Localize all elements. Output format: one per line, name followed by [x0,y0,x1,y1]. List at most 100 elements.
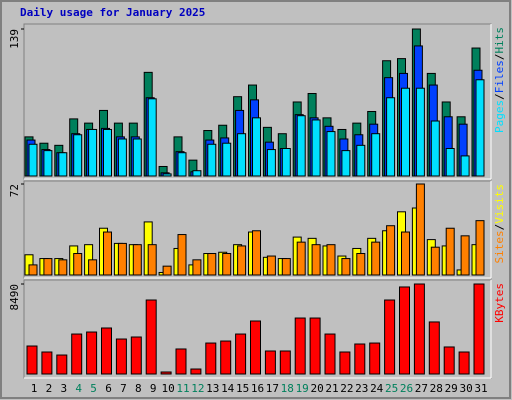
legend-entry: KBytes [493,283,506,323]
bar [281,258,291,276]
y-tick-label: 72 [8,184,21,197]
bar [341,150,351,177]
bar [73,253,83,276]
bar [326,131,336,177]
x-tick-label: 11 [176,382,189,395]
bar [73,134,83,177]
bar [132,138,142,177]
bar [356,253,366,276]
y-tick-label: 139 [8,29,21,49]
x-tick-label: 10 [161,382,174,395]
bar [326,244,336,276]
bar [147,98,157,177]
x-tick-label: 25 [385,382,398,395]
x-tick-label: 26 [400,382,413,395]
bar [460,235,470,276]
bar [445,148,455,177]
bar [235,333,247,375]
x-tick-label: 22 [340,382,353,395]
x-tick-label: 30 [459,382,472,395]
bar [177,234,187,276]
x-tick-label: 9 [150,382,157,395]
bar [222,142,232,177]
x-tick-label: 27 [415,382,428,395]
bar [309,317,321,375]
bar [430,120,440,177]
bar [354,343,366,375]
bar [415,183,425,276]
bar [311,119,321,177]
legend-entry: Files [493,60,506,93]
legend-separator: / [493,224,506,231]
bar [237,133,247,177]
x-tick-label: 2 [46,382,53,395]
legend-separator: / [493,93,506,100]
bar [281,148,291,177]
x-tick-label: 29 [445,382,458,395]
bar [190,368,202,375]
bar [220,340,232,375]
x-tick-label: 16 [251,382,264,395]
bar [132,244,142,276]
bar [311,244,321,276]
bar [430,246,440,276]
bar [296,241,306,276]
bar [252,230,261,276]
bar [266,255,276,276]
bar [341,258,351,276]
legend: Sites/Visits [493,184,506,264]
x-tick-label: 12 [191,382,204,395]
bar [43,258,53,276]
bar [207,253,217,276]
bar [279,350,291,375]
bar [324,333,336,375]
bar [250,320,261,375]
legend-entry: Visits [493,184,506,224]
bar [71,333,83,375]
bar [117,242,127,276]
bar [88,259,98,276]
bar [117,138,127,177]
bar [222,253,232,276]
x-tick-label: 17 [266,382,279,395]
x-tick-label: 5 [90,382,97,395]
bar [428,321,440,375]
x-tick-label: 24 [370,382,384,395]
bar [443,346,455,375]
bar [160,371,172,375]
bar [339,351,351,375]
bar [237,245,247,276]
legend: Pages/Files/Hits [493,27,506,133]
legend: KBytes [493,283,506,323]
x-tick-label: 31 [474,382,487,395]
bar [162,265,172,276]
bar [296,115,306,177]
bar [475,220,485,276]
bar [103,231,112,276]
bar [192,170,202,177]
bar [41,351,53,375]
bar [266,149,276,177]
bar [162,173,172,177]
x-tick-label: 19 [296,382,309,395]
bar [473,283,485,375]
bar [58,152,68,177]
bar [130,336,142,375]
x-tick-label: 8 [135,382,142,395]
bar [147,244,157,276]
bar [207,143,217,177]
x-tick-label: 13 [206,382,219,395]
bar [371,133,381,177]
bar [294,317,306,375]
x-tick-label: 4 [75,382,82,395]
bar [460,155,470,177]
x-tick-label: 20 [310,382,323,395]
bar [56,354,68,375]
bar [371,241,381,276]
legend-entry: Pages [493,100,506,133]
bar [28,143,38,177]
bar [399,286,410,375]
bar [252,117,261,177]
x-tick-label: 28 [430,382,443,395]
